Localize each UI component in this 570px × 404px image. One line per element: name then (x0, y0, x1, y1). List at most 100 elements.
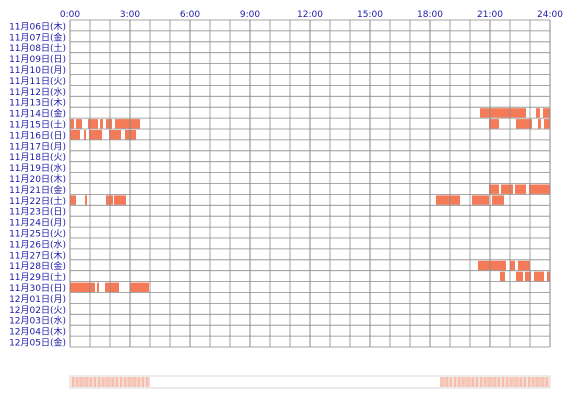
heatmap-cell (478, 377, 480, 387)
heatmap-cell (98, 377, 100, 387)
activity-bar (70, 119, 74, 129)
row-label: 11月08日(土) (9, 42, 66, 54)
row-label: 11月11日(火) (9, 76, 66, 87)
activity-bar (436, 195, 460, 205)
activity-bar (543, 108, 550, 118)
heatmap-cell (514, 377, 516, 387)
heatmap-cell (480, 377, 482, 387)
heatmap-cell (512, 377, 514, 387)
activity-bar (492, 195, 504, 205)
row-label: 11月13日(木) (9, 97, 66, 109)
x-tick-label: 12:00 (297, 10, 323, 20)
heatmap-cell (496, 377, 498, 387)
heatmap-cell (440, 377, 442, 387)
heatmap-cell (518, 377, 520, 387)
heatmap-cell (96, 377, 98, 387)
heatmap-cell (462, 377, 464, 387)
heatmap-cell (100, 377, 102, 387)
heatmap-cell (444, 377, 446, 387)
row-label: 11月29日(土) (9, 271, 66, 283)
heatmap-cell (102, 377, 104, 387)
x-tick-label: 24:00 (537, 10, 563, 20)
heatmap-cell (106, 377, 108, 387)
activity-bar (114, 195, 126, 205)
activity-bar (106, 119, 112, 129)
heatmap-cell (114, 377, 116, 387)
heatmap-cell (138, 377, 140, 387)
row-label: 11月15日(土) (9, 119, 66, 131)
heatmap-cell (520, 377, 522, 387)
heatmap-cell (124, 377, 126, 387)
row-label: 11月12日(水) (9, 86, 66, 98)
heatmap-cell (472, 377, 474, 387)
heatmap-cell (120, 377, 122, 387)
row-label: 12月03日(水) (9, 315, 66, 327)
activity-bar (516, 271, 523, 282)
heatmap-cell (526, 377, 528, 387)
heatmap-cell (128, 377, 130, 387)
x-tick-label: 21:00 (477, 10, 503, 20)
row-label: 12月04日(木) (9, 326, 66, 338)
activity-bar (84, 130, 86, 140)
heatmap-cell (80, 377, 82, 387)
heatmap-cell (452, 377, 454, 387)
heatmap-cell (76, 377, 78, 387)
heatmap-cell (134, 377, 136, 387)
heatmap-cell (116, 377, 118, 387)
heatmap-cell (538, 377, 540, 387)
heatmap-cell (474, 377, 476, 387)
heatmap-cell (112, 377, 114, 387)
row-label: 11月21日(金) (9, 184, 66, 196)
heatmap-cell (516, 377, 518, 387)
heatmap-cell (78, 377, 80, 387)
activity-bar (515, 184, 526, 194)
row-label: 11月10日(月) (9, 65, 66, 76)
row-label: 11月16日(日) (9, 130, 66, 141)
heatmap-cell (542, 377, 544, 387)
heatmap-cell (482, 377, 484, 387)
heatmap-cell (522, 377, 524, 387)
row-label: 12月02日(火) (9, 305, 66, 316)
row-label: 11月19日(水) (9, 162, 66, 174)
heatmap-cell (466, 377, 468, 387)
activity-bar (76, 119, 82, 129)
heatmap-cell (84, 377, 86, 387)
activity-bar (489, 119, 499, 129)
heatmap-cell (490, 377, 492, 387)
activity-bar (106, 195, 113, 205)
heatmap-cell (140, 377, 142, 387)
row-label: 11月26日(水) (9, 238, 66, 250)
heatmap-cell (448, 377, 450, 387)
heatmap-cell (146, 377, 148, 387)
heatmap-cell (470, 377, 472, 387)
heatmap-cell (442, 377, 444, 387)
heatmap-cell (88, 377, 90, 387)
heatmap-cell (122, 377, 124, 387)
heatmap-cell (534, 377, 536, 387)
heatmap-cell (456, 377, 458, 387)
activity-bar (516, 119, 532, 129)
heatmap-cell (548, 377, 550, 387)
activity-bar (489, 184, 499, 194)
heatmap-cell (90, 377, 92, 387)
heatmap-cell (82, 377, 84, 387)
activity-bar (130, 282, 149, 292)
activity-bar (518, 260, 530, 271)
heatmap-cell (460, 377, 462, 387)
activity-bar (115, 119, 140, 129)
heatmap-cell (488, 377, 490, 387)
heatmap-cell (92, 377, 94, 387)
heatmap-cell (486, 377, 488, 387)
heatmap-cell (476, 377, 478, 387)
heatmap-cell (494, 377, 496, 387)
x-tick-label: 3:00 (120, 10, 140, 20)
heatmap-cell (132, 377, 134, 387)
heatmap-cell (110, 377, 112, 387)
heatmap-cell (492, 377, 494, 387)
heatmap-cell (532, 377, 534, 387)
activity-bar (501, 184, 513, 194)
heatmap-cell (540, 377, 542, 387)
activity-bar (70, 195, 76, 205)
heatmap-cell (454, 377, 456, 387)
